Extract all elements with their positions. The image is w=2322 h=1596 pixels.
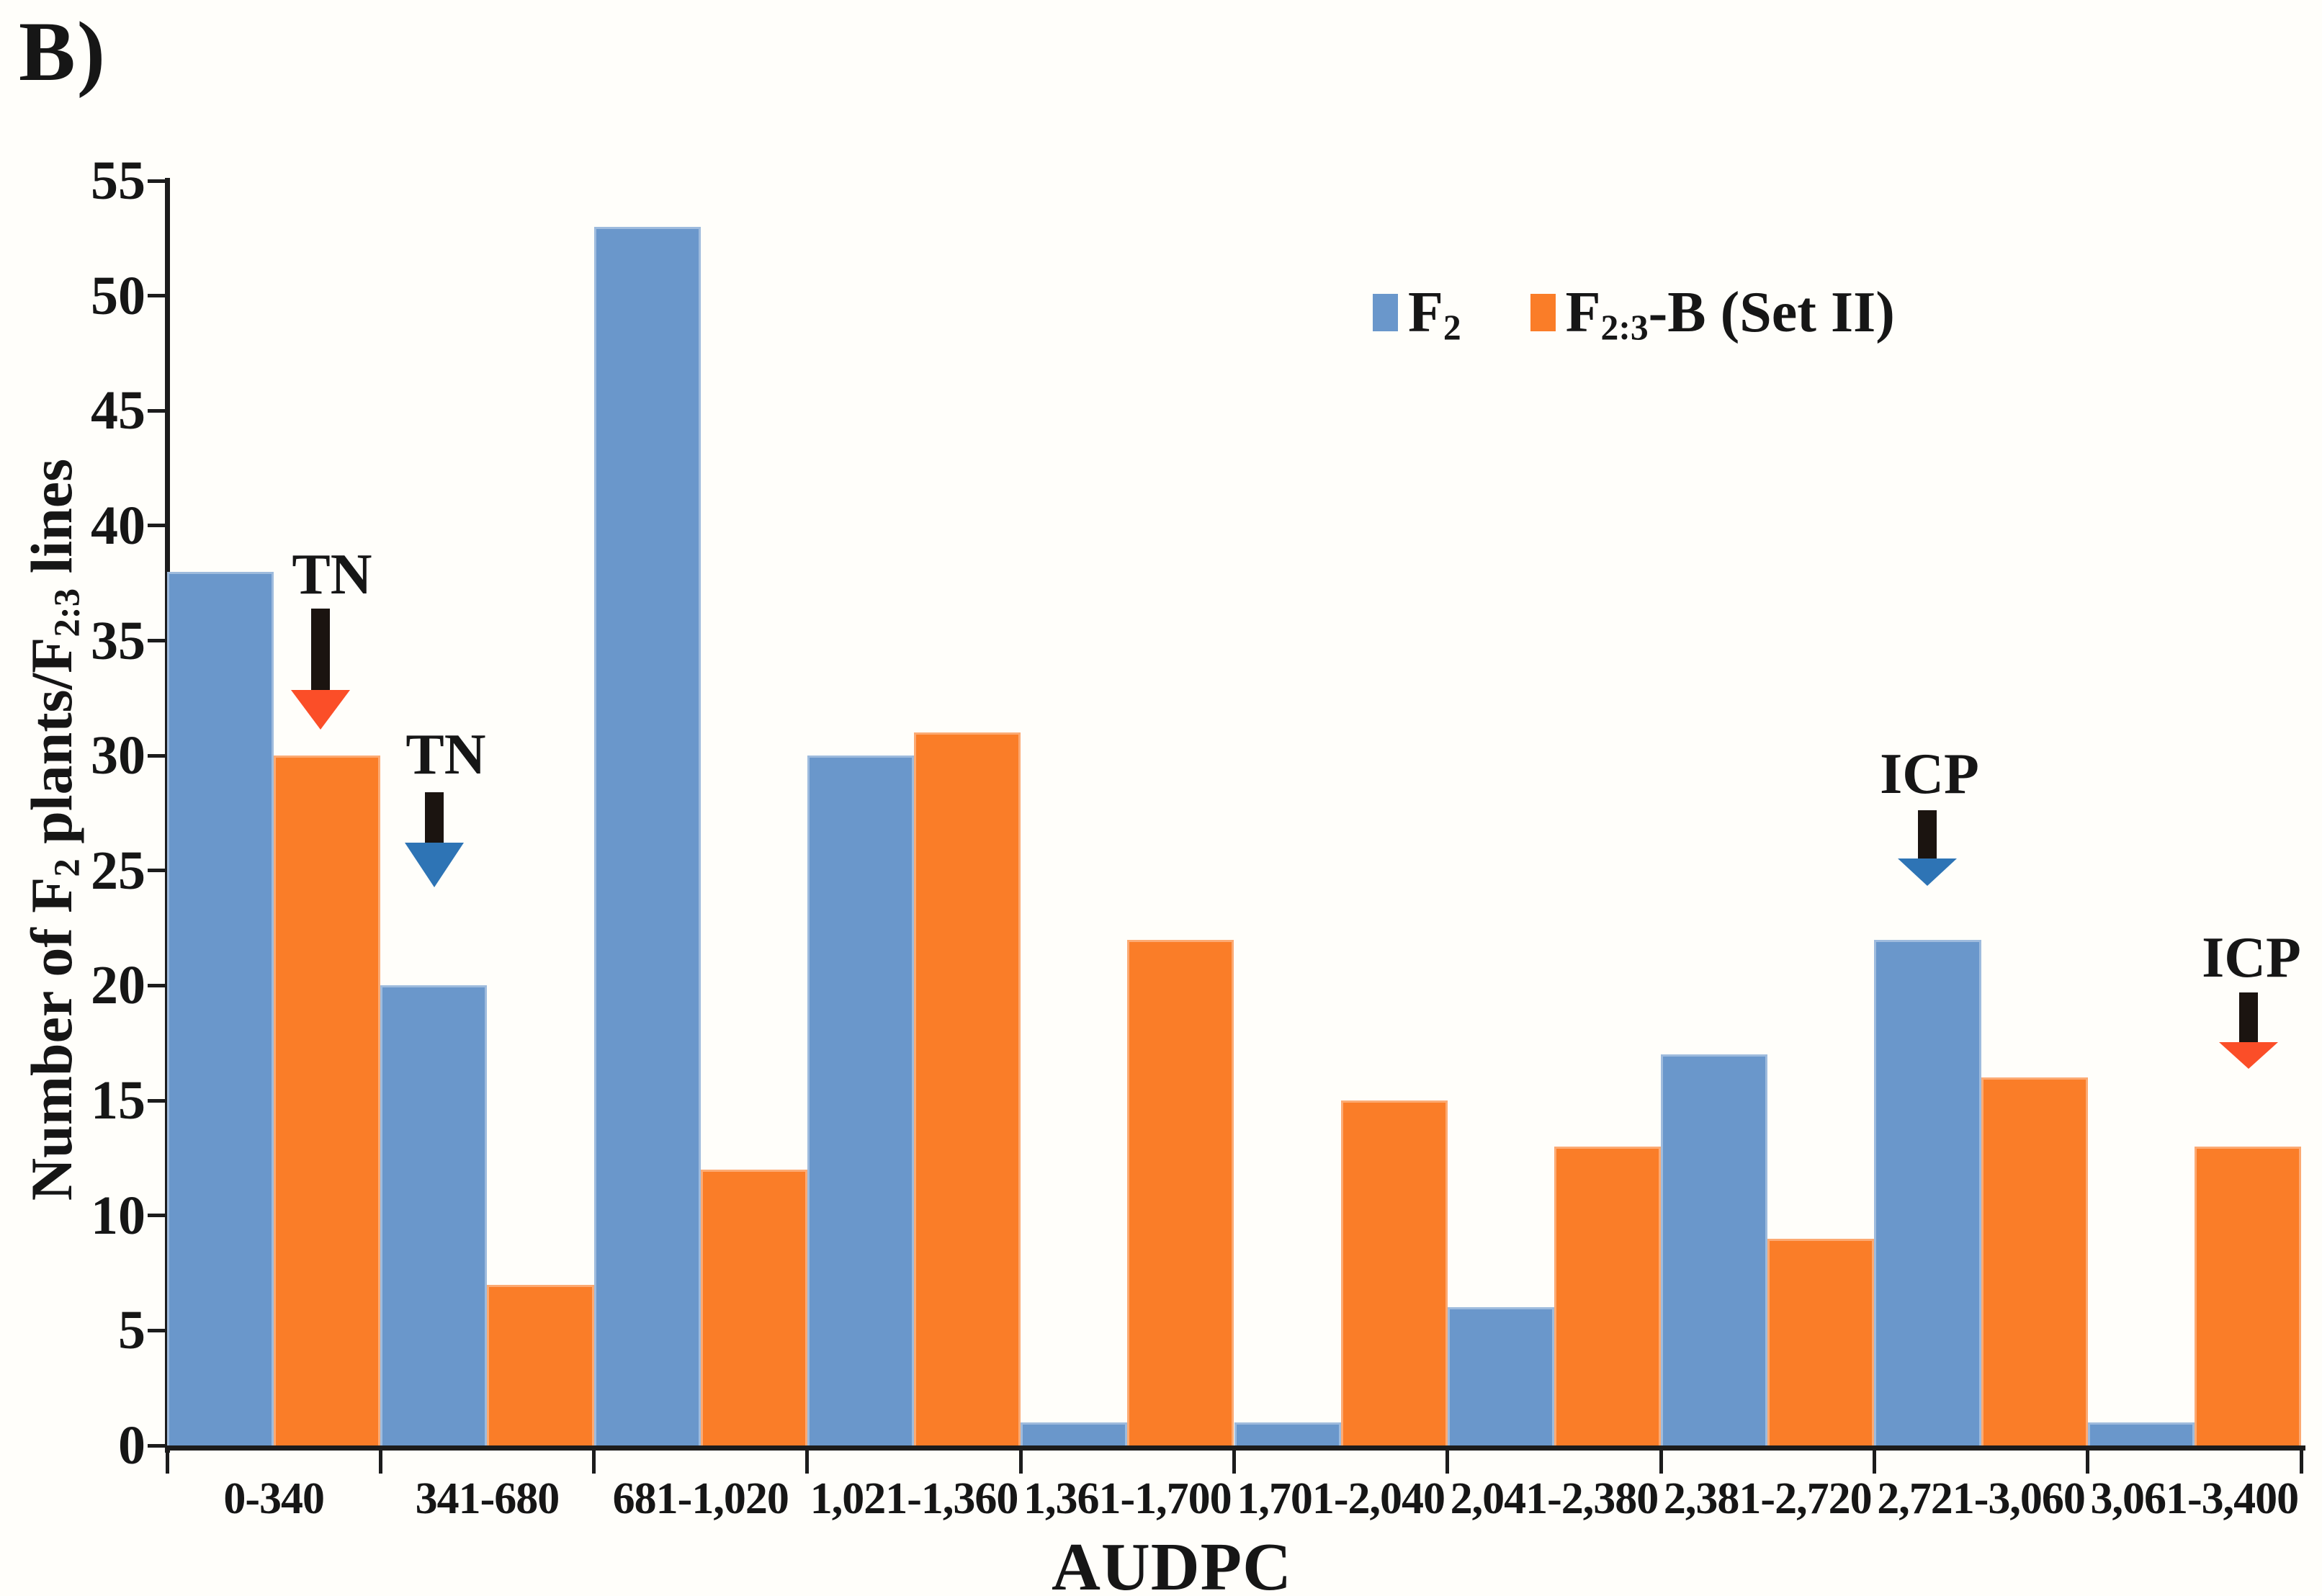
x-tick-mark bbox=[378, 1451, 382, 1474]
annotation-label-icp-2: ICP bbox=[1880, 743, 1979, 806]
bar-f23b-cat0 bbox=[274, 756, 381, 1445]
bar-f23b-cat8 bbox=[1981, 1077, 2088, 1445]
x-tick-label: 681-1,020 bbox=[612, 1474, 789, 1523]
y-tick-label: 20 bbox=[91, 955, 145, 1016]
x-tick-label: 2,381-2,720 bbox=[1663, 1474, 1873, 1523]
x-tick-mark bbox=[1659, 1451, 1663, 1474]
bar-f2-cat9 bbox=[2087, 1422, 2195, 1445]
y-tick-mark bbox=[148, 1328, 169, 1332]
x-tick-label: 1,021-1,360 bbox=[810, 1474, 1019, 1523]
annotation-arrow-head-icon bbox=[1898, 858, 1957, 886]
legend-label: F2:3-B (Set II) bbox=[1565, 281, 1895, 345]
y-tick-label: 15 bbox=[91, 1070, 145, 1131]
legend-item-f2: F2 bbox=[1373, 281, 1461, 345]
annotation-arrow-head-icon bbox=[291, 690, 350, 730]
annotation-arrow-shaft bbox=[2239, 992, 2258, 1042]
legend: F2 F2:3-B (Set II) bbox=[1373, 281, 1895, 345]
bar-f2-cat3 bbox=[807, 756, 915, 1445]
y-tick-label: 35 bbox=[91, 610, 145, 671]
legend-label: F2 bbox=[1408, 281, 1461, 345]
y-tick-label: 40 bbox=[91, 495, 145, 556]
annotation-arrow-shaft bbox=[425, 792, 444, 843]
text-run: F bbox=[1408, 281, 1443, 344]
subscript-text: 2 bbox=[1443, 307, 1461, 347]
bar-f23b-cat5 bbox=[1340, 1100, 1448, 1445]
y-tick-mark bbox=[148, 294, 169, 298]
bar-f2-cat1 bbox=[380, 985, 488, 1445]
annotation-arrow-shaft bbox=[1918, 810, 1937, 858]
annotation-arrow-head-icon bbox=[405, 843, 464, 887]
bar-f2-cat0 bbox=[167, 571, 274, 1445]
x-tick-label: 0-340 bbox=[223, 1474, 325, 1523]
y-tick-mark bbox=[148, 753, 169, 758]
y-tick-mark bbox=[148, 408, 169, 413]
y-tick-mark bbox=[148, 869, 169, 873]
x-tick-mark bbox=[1232, 1451, 1236, 1474]
x-tick-mark bbox=[1872, 1451, 1876, 1474]
x-tick-label: 3,061-3,400 bbox=[2090, 1474, 2300, 1523]
bar-f2-cat7 bbox=[1661, 1054, 1768, 1445]
annotation-arrow-head-icon bbox=[2219, 1042, 2278, 1069]
bar-f23b-cat9 bbox=[2194, 1146, 2301, 1445]
legend-swatch-icon bbox=[1373, 294, 1398, 331]
x-tick-mark bbox=[165, 1451, 169, 1474]
y-tick-mark bbox=[148, 1098, 169, 1103]
text-run: F bbox=[1565, 281, 1601, 344]
x-tick-label: 1,361-1,700 bbox=[1023, 1474, 1232, 1523]
y-tick-mark bbox=[148, 1214, 169, 1218]
bar-f23b-cat1 bbox=[487, 1284, 594, 1445]
legend-swatch-icon bbox=[1530, 294, 1556, 331]
x-axis-line bbox=[165, 1445, 2305, 1451]
y-tick-label: 0 bbox=[118, 1415, 145, 1476]
x-tick-mark bbox=[2086, 1451, 2090, 1474]
y-tick-mark bbox=[148, 639, 169, 643]
bar-f23b-cat7 bbox=[1767, 1238, 1875, 1445]
y-tick-mark bbox=[148, 179, 169, 183]
annotation-label-tn-0: TN bbox=[292, 543, 372, 606]
y-tick-label: 10 bbox=[91, 1185, 145, 1246]
bar-f2-cat5 bbox=[1234, 1422, 1341, 1445]
text-run: -B (Set II) bbox=[1648, 281, 1895, 344]
y-tick-label: 45 bbox=[91, 380, 145, 441]
subscript-text: 2:3 bbox=[1600, 307, 1649, 347]
y-tick-label: 55 bbox=[91, 151, 145, 211]
x-tick-mark bbox=[592, 1451, 596, 1474]
x-tick-label: 2,041-2,380 bbox=[1450, 1474, 1659, 1523]
panel-title: B) bbox=[19, 4, 107, 99]
x-tick-mark bbox=[2299, 1451, 2303, 1474]
x-tick-mark bbox=[1445, 1451, 1450, 1474]
y-tick-mark bbox=[148, 1443, 169, 1448]
x-tick-mark bbox=[1018, 1451, 1023, 1474]
y-tick-mark bbox=[148, 524, 169, 528]
x-tick-label: 341-680 bbox=[415, 1474, 560, 1523]
bar-f23b-cat6 bbox=[1554, 1146, 1662, 1445]
bar-f2-cat6 bbox=[1447, 1307, 1554, 1445]
bar-f2-cat8 bbox=[1874, 939, 1981, 1445]
annotation-label-icp-3: ICP bbox=[2202, 926, 2301, 990]
bar-f2-cat2 bbox=[593, 226, 701, 1445]
x-tick-mark bbox=[805, 1451, 810, 1474]
x-axis-title: AUDPC bbox=[1052, 1530, 1292, 1596]
bar-f23b-cat2 bbox=[700, 1169, 807, 1445]
y-tick-label: 25 bbox=[91, 840, 145, 901]
x-tick-label: 2,721-3,060 bbox=[1877, 1474, 2086, 1523]
x-tick-label: 1,701-2,040 bbox=[1237, 1474, 1445, 1523]
bar-f2-cat4 bbox=[1021, 1422, 1128, 1445]
text-run: Number of F bbox=[19, 877, 84, 1201]
y-tick-mark bbox=[148, 983, 169, 987]
y-tick-label: 50 bbox=[91, 265, 145, 326]
annotation-arrow-shaft bbox=[311, 609, 330, 690]
bar-f23b-cat3 bbox=[914, 732, 1021, 1445]
y-tick-label: 30 bbox=[91, 725, 145, 786]
bar-f23b-cat4 bbox=[1127, 939, 1234, 1445]
y-tick-label: 5 bbox=[118, 1300, 145, 1361]
annotation-label-tn-1: TN bbox=[405, 723, 486, 786]
legend-item-f23b: F2:3-B (Set II) bbox=[1530, 281, 1895, 345]
